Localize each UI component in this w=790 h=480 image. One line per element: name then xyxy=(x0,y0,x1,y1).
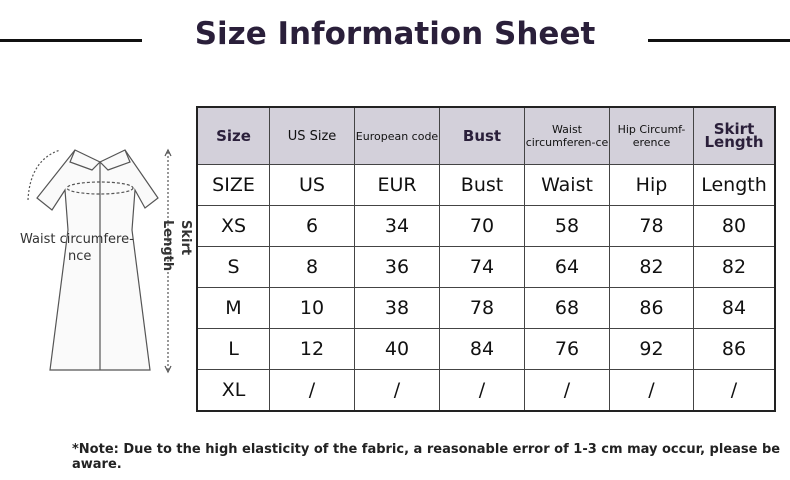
title-rule xyxy=(0,39,142,42)
table-cell: 74 xyxy=(439,246,525,288)
table-cell: 82 xyxy=(693,246,776,288)
title-rule xyxy=(648,39,790,42)
column-header: European code xyxy=(354,106,440,165)
table-cell: EUR xyxy=(354,164,440,206)
waist-label: Waist circumfere- xyxy=(20,232,134,247)
table-cell: L xyxy=(196,328,270,370)
table-cell: M xyxy=(196,287,270,329)
length-label: Length xyxy=(160,220,175,271)
table-cell: 76 xyxy=(524,328,610,370)
table-row: L 12 40 84 76 92 86 xyxy=(196,328,776,370)
table-cell: 40 xyxy=(354,328,440,370)
note: *Note: Due to the high elasticity of the… xyxy=(72,442,781,472)
column-header: Skirt Length xyxy=(693,106,776,165)
table-row: S 8 36 74 64 82 82 xyxy=(196,246,776,288)
table-row: SIZE US EUR Bust Waist Hip Length xyxy=(196,164,776,206)
table-cell: Bust xyxy=(439,164,525,206)
table-cell: Hip xyxy=(609,164,694,206)
table-cell: XS xyxy=(196,205,270,247)
table-cell: 6 xyxy=(269,205,355,247)
table-cell: 92 xyxy=(609,328,694,370)
title: Size Information Sheet xyxy=(194,16,596,52)
table-cell: / xyxy=(609,369,694,412)
table-cell: 86 xyxy=(693,328,776,370)
table-row: XL / / / / / / xyxy=(196,369,776,412)
table-cell: 12 xyxy=(269,328,355,370)
table-cell: 34 xyxy=(354,205,440,247)
table-cell: / xyxy=(524,369,610,412)
table-cell: / xyxy=(269,369,355,412)
table-cell: XL xyxy=(196,369,270,412)
table-row: XS 6 34 70 58 78 80 xyxy=(196,205,776,247)
table-cell: 84 xyxy=(439,328,525,370)
table-cell: 8 xyxy=(269,246,355,288)
table-cell: 86 xyxy=(609,287,694,329)
table-cell: 10 xyxy=(269,287,355,329)
column-header: Waist circumferen-ce xyxy=(524,106,610,165)
table-cell: / xyxy=(354,369,440,412)
table-cell: SIZE xyxy=(196,164,270,206)
table-cell: 70 xyxy=(439,205,525,247)
table-cell: 80 xyxy=(693,205,776,247)
table-cell: 68 xyxy=(524,287,610,329)
table-cell: Length xyxy=(693,164,776,206)
table-cell: / xyxy=(439,369,525,412)
table-cell: 58 xyxy=(524,205,610,247)
table-cell: 78 xyxy=(439,287,525,329)
size-table: Size US Size European code Bust Waist circum… xyxy=(196,106,776,412)
length-label: Skirt xyxy=(178,220,193,255)
table-cell: S xyxy=(196,246,270,288)
table-row: M 10 38 78 68 86 84 xyxy=(196,287,776,329)
dress-illustration: Waist circumfere- nce Skirt Length xyxy=(20,148,193,374)
table-cell: / xyxy=(693,369,776,412)
column-header: Bust xyxy=(439,106,525,165)
column-header: Size xyxy=(196,106,270,165)
table-cell: 82 xyxy=(609,246,694,288)
header-row: Size US Size European code Bust Waist circum… xyxy=(196,106,776,165)
table-cell: 78 xyxy=(609,205,694,247)
table-cell: 36 xyxy=(354,246,440,288)
column-header: Hip Circumf-erence xyxy=(609,106,694,165)
table-cell: 84 xyxy=(693,287,776,329)
waist-label: nce xyxy=(68,249,91,264)
table-cell: Waist xyxy=(524,164,610,206)
table-cell: US xyxy=(269,164,355,206)
table-cell: 64 xyxy=(524,246,610,288)
table-cell: 38 xyxy=(354,287,440,329)
column-header: US Size xyxy=(269,106,355,165)
